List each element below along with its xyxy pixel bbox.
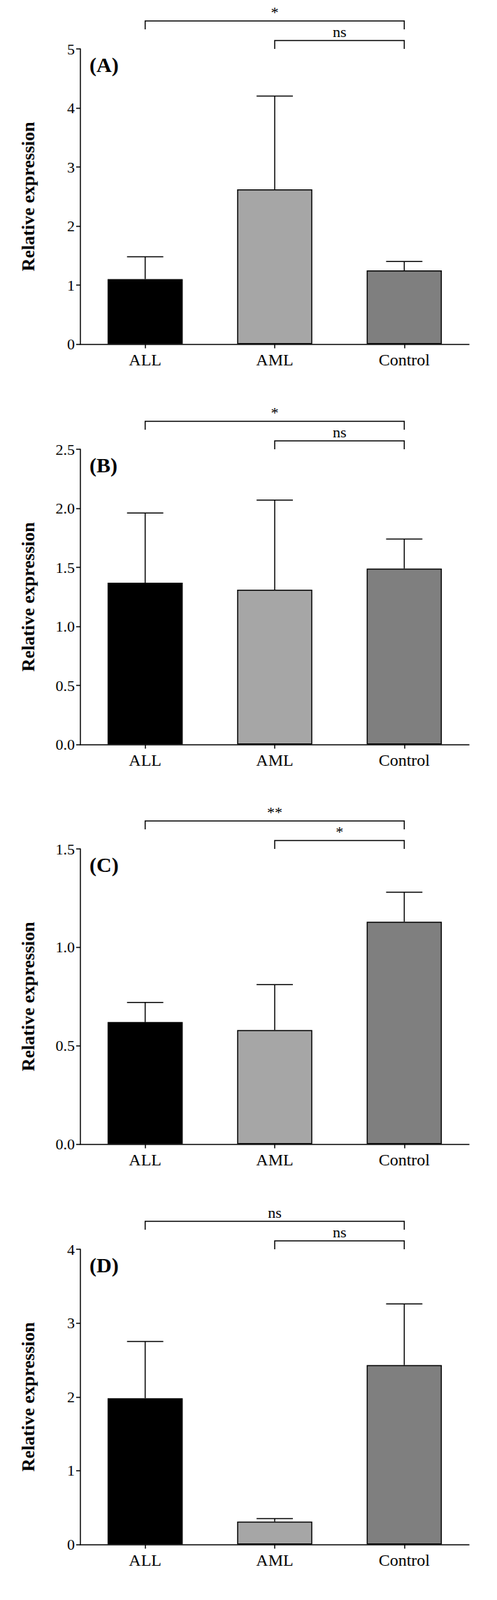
svg-text:ns: ns	[332, 23, 347, 41]
svg-text:AML: AML	[255, 751, 293, 770]
svg-text:AML: AML	[255, 1151, 293, 1170]
svg-text:0.0: 0.0	[55, 1135, 76, 1154]
svg-text:1.5: 1.5	[55, 559, 76, 577]
svg-text:ALL: ALL	[128, 751, 162, 770]
svg-text:(D): (D)	[89, 1254, 119, 1278]
svg-text:2: 2	[67, 1388, 75, 1407]
svg-text:*: *	[271, 3, 279, 21]
svg-text:ALL: ALL	[128, 1551, 162, 1570]
svg-text:Relative expression: Relative expression	[18, 522, 39, 673]
svg-text:0.5: 0.5	[55, 1037, 76, 1055]
svg-text:AML: AML	[255, 1551, 293, 1570]
svg-text:Relative expression: Relative expression	[18, 922, 39, 1073]
svg-text:2.0: 2.0	[55, 499, 76, 518]
svg-text:(C): (C)	[89, 853, 119, 878]
svg-text:0.0: 0.0	[55, 736, 76, 754]
svg-text:4: 4	[67, 99, 75, 117]
svg-text:ALL: ALL	[128, 350, 162, 370]
svg-text:1: 1	[67, 1462, 75, 1480]
svg-text:3: 3	[67, 1314, 75, 1333]
svg-text:1.0: 1.0	[55, 617, 76, 636]
svg-text:ns: ns	[332, 1223, 347, 1242]
svg-text:1.5: 1.5	[55, 840, 76, 859]
svg-text:(B): (B)	[89, 453, 118, 478]
svg-text:*: *	[271, 404, 279, 422]
svg-text:**: **	[267, 803, 283, 822]
svg-text:Control: Control	[378, 350, 431, 370]
svg-text:ALL: ALL	[128, 1151, 162, 1170]
svg-text:2.5: 2.5	[55, 441, 76, 459]
svg-text:Control: Control	[378, 751, 431, 770]
svg-text:Relative expression: Relative expression	[18, 1322, 39, 1473]
svg-text:Control: Control	[378, 1551, 431, 1570]
svg-text:1.0: 1.0	[55, 938, 76, 957]
svg-text:0: 0	[67, 335, 75, 354]
svg-text:2: 2	[67, 217, 75, 235]
svg-text:0.5: 0.5	[55, 677, 76, 695]
svg-text:*: *	[335, 823, 344, 841]
svg-text:0: 0	[67, 1536, 75, 1554]
svg-text:3: 3	[67, 158, 75, 177]
svg-text:ns: ns	[267, 1204, 282, 1222]
svg-text:AML: AML	[255, 350, 293, 370]
svg-text:Control: Control	[378, 1151, 431, 1170]
svg-text:1: 1	[67, 276, 75, 295]
svg-text:Relative expression: Relative expression	[18, 121, 39, 272]
svg-text:ns: ns	[332, 423, 347, 442]
svg-text:(A): (A)	[89, 53, 119, 77]
svg-text:4: 4	[67, 1241, 75, 1259]
svg-text:5: 5	[67, 40, 75, 59]
